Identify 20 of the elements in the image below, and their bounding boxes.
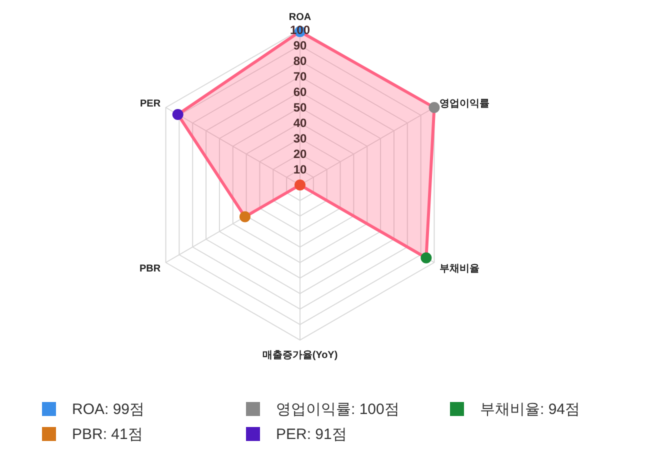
y-tick-label: 60 (293, 85, 307, 99)
y-tick-label: 50 (293, 100, 307, 114)
text: 영업이익률: 100점 (276, 401, 400, 418)
y-tick-label: 80 (293, 54, 307, 68)
text: ROA: 99점 (72, 401, 145, 418)
y-tick-label: 70 (293, 70, 307, 84)
text: 부채비율: 94점 (480, 401, 580, 418)
y-tick-label: 20 (293, 147, 307, 161)
spoke-label: PER (140, 98, 162, 110)
y-tick-label: 30 (293, 132, 307, 146)
spoke-label: ROA (288, 12, 312, 23)
spoke-label: PBR (139, 264, 162, 274)
spoke-label: 영업이익률 (439, 98, 490, 110)
y-tick-label: 40 (293, 116, 307, 130)
text: PBR: 41점 (72, 426, 143, 443)
y-tick-label: 10 (293, 162, 307, 176)
spoke-label: 부채비율 (439, 264, 480, 274)
y-tick-label: 90 (293, 38, 307, 52)
spoke-label: 매출증가율(YoY) (262, 350, 338, 361)
text: PER: 91점 (276, 426, 347, 443)
